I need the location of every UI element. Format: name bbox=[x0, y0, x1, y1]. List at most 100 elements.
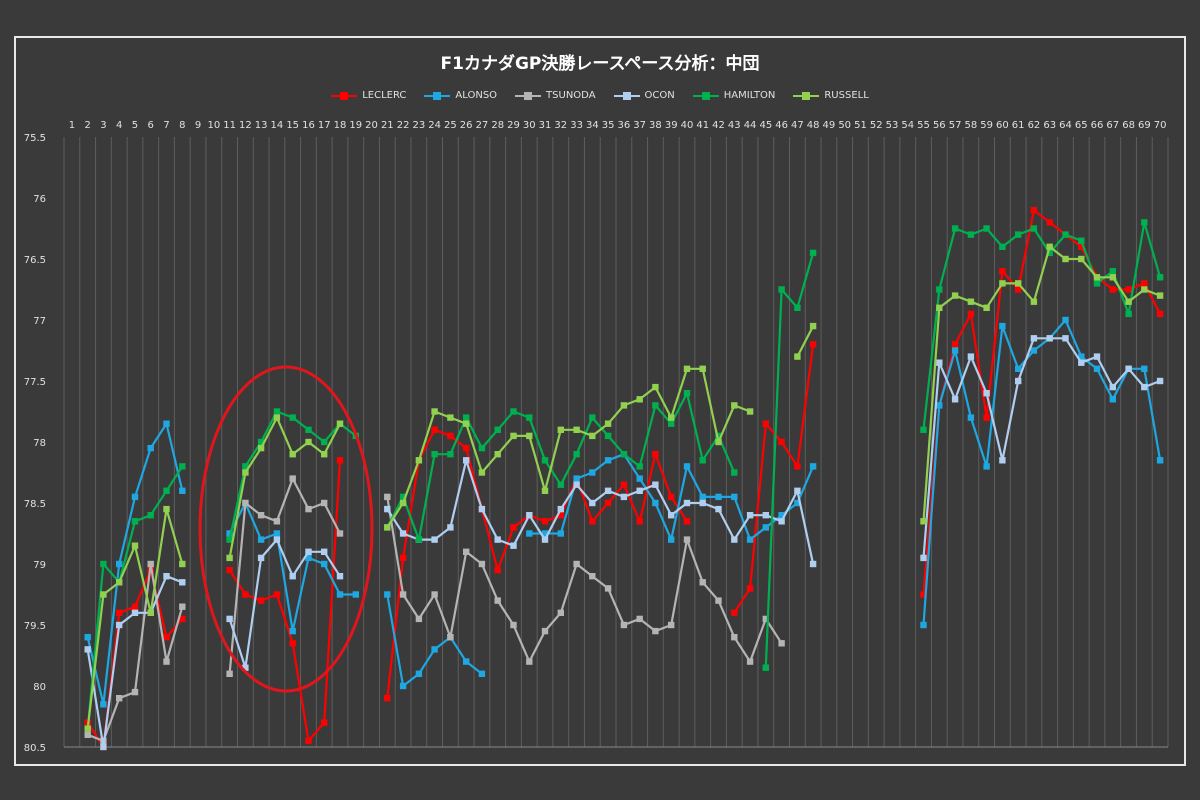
data-point bbox=[116, 609, 123, 616]
data-point bbox=[762, 524, 769, 531]
data-point bbox=[163, 505, 170, 513]
data-point bbox=[983, 390, 990, 397]
legend-item: LECLERC bbox=[331, 90, 406, 101]
data-point bbox=[163, 487, 170, 494]
data-point bbox=[778, 438, 785, 446]
data-point bbox=[1125, 286, 1132, 293]
data-point bbox=[557, 426, 564, 433]
data-point bbox=[226, 615, 233, 623]
x-tick-label: 49 bbox=[823, 120, 836, 131]
data-point bbox=[399, 554, 407, 562]
x-tick-label: 67 bbox=[1106, 120, 1119, 131]
data-point bbox=[399, 493, 407, 501]
data-point bbox=[794, 487, 801, 494]
x-tick-label: 63 bbox=[1043, 120, 1056, 131]
data-point bbox=[951, 341, 959, 348]
data-point bbox=[951, 347, 959, 354]
data-point bbox=[557, 609, 564, 616]
data-point bbox=[463, 658, 470, 665]
data-point bbox=[321, 451, 328, 458]
data-point bbox=[1015, 365, 1022, 372]
legend-label: ALONSO bbox=[455, 90, 498, 101]
data-point bbox=[431, 408, 438, 415]
legend-swatch bbox=[613, 91, 640, 101]
data-point bbox=[809, 560, 817, 568]
y-tick-label: 76.5 bbox=[24, 255, 46, 266]
data-point bbox=[321, 560, 328, 568]
data-point bbox=[1015, 280, 1022, 287]
highlight-ellipse bbox=[198, 365, 374, 693]
data-point bbox=[179, 603, 186, 610]
data-point bbox=[100, 591, 107, 598]
data-point bbox=[242, 469, 249, 476]
data-point bbox=[399, 530, 407, 537]
series-hamilton bbox=[84, 219, 1164, 732]
x-tick-label: 4 bbox=[116, 120, 122, 131]
data-point bbox=[668, 536, 675, 543]
x-tick-label: 48 bbox=[807, 120, 820, 131]
data-point bbox=[778, 512, 785, 519]
data-point bbox=[731, 536, 738, 543]
data-point bbox=[573, 481, 580, 488]
data-point bbox=[1093, 353, 1101, 360]
data-point bbox=[589, 469, 596, 476]
data-point bbox=[557, 481, 564, 488]
y-tick-label: 78.5 bbox=[24, 499, 46, 510]
data-point bbox=[967, 231, 975, 238]
data-point bbox=[951, 292, 959, 299]
data-point bbox=[794, 499, 801, 507]
y-tick-label: 79 bbox=[33, 560, 46, 571]
data-point bbox=[321, 438, 328, 446]
x-tick-label: 29 bbox=[507, 120, 520, 131]
data-point bbox=[636, 463, 643, 470]
data-point bbox=[131, 542, 139, 549]
x-tick-label: 27 bbox=[476, 120, 489, 131]
data-point bbox=[920, 518, 927, 525]
x-tick-label: 13 bbox=[255, 120, 268, 131]
data-point bbox=[463, 414, 470, 421]
data-point bbox=[526, 530, 533, 537]
x-tick-label: 23 bbox=[412, 120, 425, 131]
x-tick-label: 22 bbox=[397, 120, 410, 131]
x-tick-label: 8 bbox=[179, 120, 185, 131]
data-point bbox=[289, 573, 296, 580]
data-point bbox=[652, 627, 659, 635]
x-tick-label: 61 bbox=[1012, 120, 1025, 131]
data-point bbox=[920, 621, 927, 629]
data-point bbox=[147, 560, 154, 568]
data-point bbox=[1078, 359, 1085, 366]
x-tick-label: 14 bbox=[271, 120, 284, 131]
data-point bbox=[604, 499, 612, 507]
legend-item: OCON bbox=[613, 90, 675, 101]
data-point bbox=[147, 512, 154, 519]
x-tick-label: 58 bbox=[964, 120, 977, 131]
x-tick-label: 40 bbox=[681, 120, 694, 131]
data-point bbox=[257, 438, 265, 446]
data-point bbox=[936, 359, 943, 366]
data-point bbox=[131, 518, 139, 525]
data-point bbox=[273, 408, 281, 415]
x-tick-label: 3 bbox=[100, 120, 106, 131]
x-tick-label: 60 bbox=[996, 120, 1009, 131]
x-tick-label: 17 bbox=[318, 120, 331, 131]
data-point bbox=[242, 664, 249, 671]
data-point bbox=[1125, 365, 1132, 372]
data-point bbox=[794, 463, 801, 470]
data-point bbox=[604, 420, 612, 427]
data-point bbox=[1030, 225, 1038, 232]
x-tick-label: 35 bbox=[602, 120, 615, 131]
data-point bbox=[683, 518, 691, 525]
y-tick-label: 80 bbox=[33, 682, 46, 693]
data-point bbox=[494, 426, 501, 433]
data-point bbox=[526, 414, 533, 421]
data-point bbox=[305, 426, 312, 433]
data-point bbox=[557, 530, 564, 537]
data-point bbox=[699, 499, 706, 507]
data-point bbox=[1093, 280, 1101, 287]
data-point bbox=[541, 627, 549, 635]
x-tick-label: 9 bbox=[195, 120, 201, 131]
data-point bbox=[1078, 243, 1085, 250]
data-point bbox=[494, 566, 501, 574]
data-point bbox=[100, 743, 107, 751]
series-ocon bbox=[84, 335, 1164, 751]
